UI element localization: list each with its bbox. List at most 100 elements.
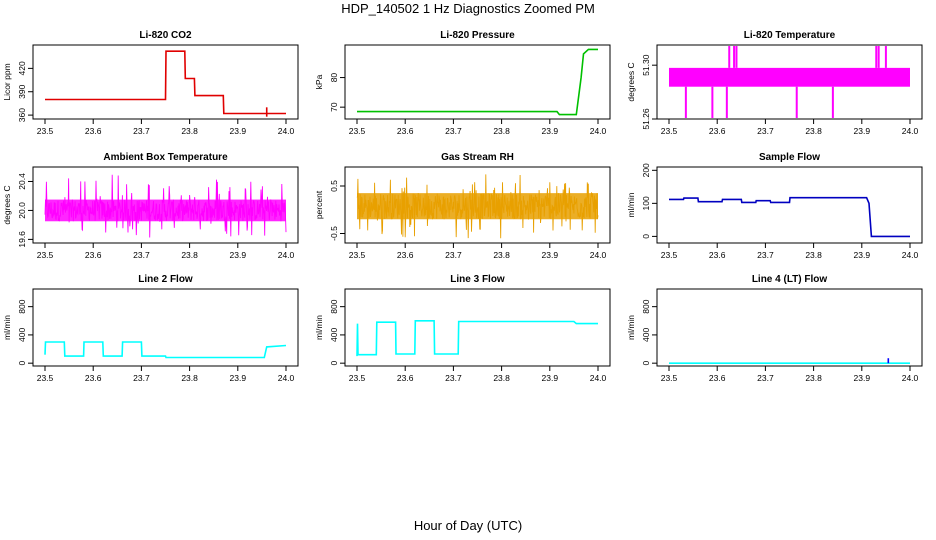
panel-title: Ambient Box Temperature bbox=[103, 152, 228, 163]
y-tick-label: 390 bbox=[17, 84, 27, 98]
plot-frame bbox=[656, 288, 923, 367]
x-tick-label: 23.9 bbox=[854, 373, 871, 383]
x-tick-label: 23.9 bbox=[542, 250, 559, 260]
x-tick-label: 24.0 bbox=[278, 250, 295, 260]
panel-title: Line 3 Flow bbox=[450, 274, 505, 285]
chart-panel-6: Sample Flow ml/min 23.5 23.6 23.7 23.8 23.9 24.… bbox=[626, 152, 923, 260]
x-tick-label: 23.7 bbox=[445, 126, 462, 136]
x-tick-label: 23.6 bbox=[85, 373, 102, 383]
series-band bbox=[669, 67, 910, 87]
series-line bbox=[357, 48, 598, 116]
panel-title: Li-820 CO2 bbox=[139, 30, 192, 41]
x-tick-label: 23.8 bbox=[805, 373, 822, 383]
y-tick-label: 19.6 bbox=[17, 231, 27, 248]
plot-frame bbox=[656, 166, 923, 244]
x-tick-label: 23.8 bbox=[805, 126, 822, 136]
x-tick-label: 23.5 bbox=[661, 373, 678, 383]
x-tick-label: 23.6 bbox=[709, 126, 726, 136]
x-tick-label: 23.8 bbox=[181, 373, 198, 383]
series-line bbox=[356, 319, 598, 357]
plot-data-area bbox=[44, 341, 287, 359]
series-noise bbox=[44, 174, 287, 238]
x-tick-label: 23.7 bbox=[445, 373, 462, 383]
plot-data-area bbox=[356, 174, 599, 239]
y-tick-label: 0.5 bbox=[329, 180, 339, 192]
y-tick-label: 80 bbox=[329, 73, 339, 83]
chart-panel-8: Line 3 Flow ml/min 23.5 23.6 23.7 23.8 23.9 24.… bbox=[314, 274, 611, 383]
panel-title: Li-820 Pressure bbox=[440, 30, 515, 41]
y-axis-label: degrees C bbox=[626, 62, 636, 101]
y-axis-label: Licor ppm bbox=[2, 63, 12, 100]
x-tick-label: 23.5 bbox=[37, 126, 54, 136]
y-axis-label: percent bbox=[314, 190, 324, 219]
plot-frame bbox=[32, 44, 299, 120]
x-tick-label: 23.6 bbox=[85, 250, 102, 260]
y-tick-label: 200 bbox=[641, 163, 651, 177]
panel-title: Line 2 Flow bbox=[138, 274, 193, 285]
plot-frame bbox=[32, 166, 299, 244]
x-tick-label: 24.0 bbox=[278, 126, 295, 136]
chart-panel-1: Li-820 CO2 Licor ppm 23.5 23.6 23.7 23.8 23.9 2… bbox=[2, 30, 299, 136]
y-tick-label: -0.5 bbox=[329, 226, 339, 241]
series-noise bbox=[356, 174, 599, 239]
y-axis-label: ml/min bbox=[2, 315, 12, 340]
x-tick-label: 24.0 bbox=[590, 373, 607, 383]
y-axis-label: ml/min bbox=[626, 315, 636, 340]
series-line bbox=[669, 196, 910, 238]
x-tick-label: 23.9 bbox=[854, 250, 871, 260]
x-tick-label: 23.7 bbox=[133, 250, 150, 260]
x-tick-label: 24.0 bbox=[902, 373, 919, 383]
y-tick-label: 420 bbox=[17, 61, 27, 75]
x-tick-label: 23.6 bbox=[397, 250, 414, 260]
plot-frame bbox=[344, 44, 611, 120]
plot-frame bbox=[32, 288, 299, 367]
y-axis-label: kPa bbox=[314, 74, 324, 89]
x-tick-label: 23.6 bbox=[709, 373, 726, 383]
plot-frame bbox=[344, 166, 611, 244]
y-tick-label: 0 bbox=[641, 361, 651, 366]
plot-data-area bbox=[44, 174, 287, 238]
x-tick-label: 24.0 bbox=[278, 373, 295, 383]
figure-x-axis-label: Hour of Day (UTC) bbox=[413, 518, 523, 533]
y-tick-label: 0 bbox=[329, 361, 339, 366]
y-tick-label: 20.0 bbox=[17, 202, 27, 219]
y-axis-label: ml/min bbox=[314, 315, 324, 340]
plot-data-area bbox=[669, 196, 910, 238]
x-tick-label: 23.5 bbox=[661, 250, 678, 260]
y-axis-label: ml/min bbox=[626, 192, 636, 217]
panel-title: Gas Stream RH bbox=[441, 152, 514, 163]
x-tick-label: 23.5 bbox=[661, 126, 678, 136]
y-tick-label: 400 bbox=[641, 328, 651, 342]
y-tick-label: 51.30 bbox=[641, 54, 651, 76]
panel-title: Line 4 (LT) Flow bbox=[752, 274, 828, 285]
y-tick-label: 400 bbox=[329, 328, 339, 342]
series-line bbox=[45, 50, 286, 115]
plot-data-area bbox=[45, 50, 286, 117]
x-tick-label: 23.8 bbox=[805, 250, 822, 260]
y-tick-label: 400 bbox=[17, 328, 27, 342]
x-tick-label: 23.5 bbox=[349, 373, 366, 383]
x-tick-label: 23.9 bbox=[854, 126, 871, 136]
plot-data-area bbox=[356, 319, 598, 357]
plot-frame bbox=[656, 44, 923, 120]
x-tick-label: 23.7 bbox=[133, 373, 150, 383]
x-tick-label: 23.8 bbox=[181, 126, 198, 136]
x-tick-label: 23.6 bbox=[85, 126, 102, 136]
x-tick-label: 23.6 bbox=[709, 250, 726, 260]
y-tick-label: 0 bbox=[641, 234, 651, 239]
x-tick-label: 23.7 bbox=[133, 126, 150, 136]
x-tick-label: 24.0 bbox=[590, 126, 607, 136]
y-tick-label: 0 bbox=[17, 361, 27, 366]
y-axis-label: degrees C bbox=[2, 185, 12, 224]
x-tick-label: 23.9 bbox=[542, 373, 559, 383]
y-tick-label: 360 bbox=[17, 108, 27, 122]
y-tick-label: 70 bbox=[329, 102, 339, 112]
x-tick-label: 23.5 bbox=[37, 250, 54, 260]
x-tick-label: 23.7 bbox=[757, 250, 774, 260]
y-tick-label: 800 bbox=[641, 299, 651, 313]
chart-panel-3: Li-820 Temperature degrees C 23.5 23.6 23.7 2… bbox=[626, 30, 923, 136]
x-tick-label: 23.7 bbox=[757, 126, 774, 136]
y-tick-label: 800 bbox=[17, 299, 27, 313]
plot-data-area bbox=[669, 358, 910, 365]
x-tick-label: 23.9 bbox=[230, 126, 247, 136]
